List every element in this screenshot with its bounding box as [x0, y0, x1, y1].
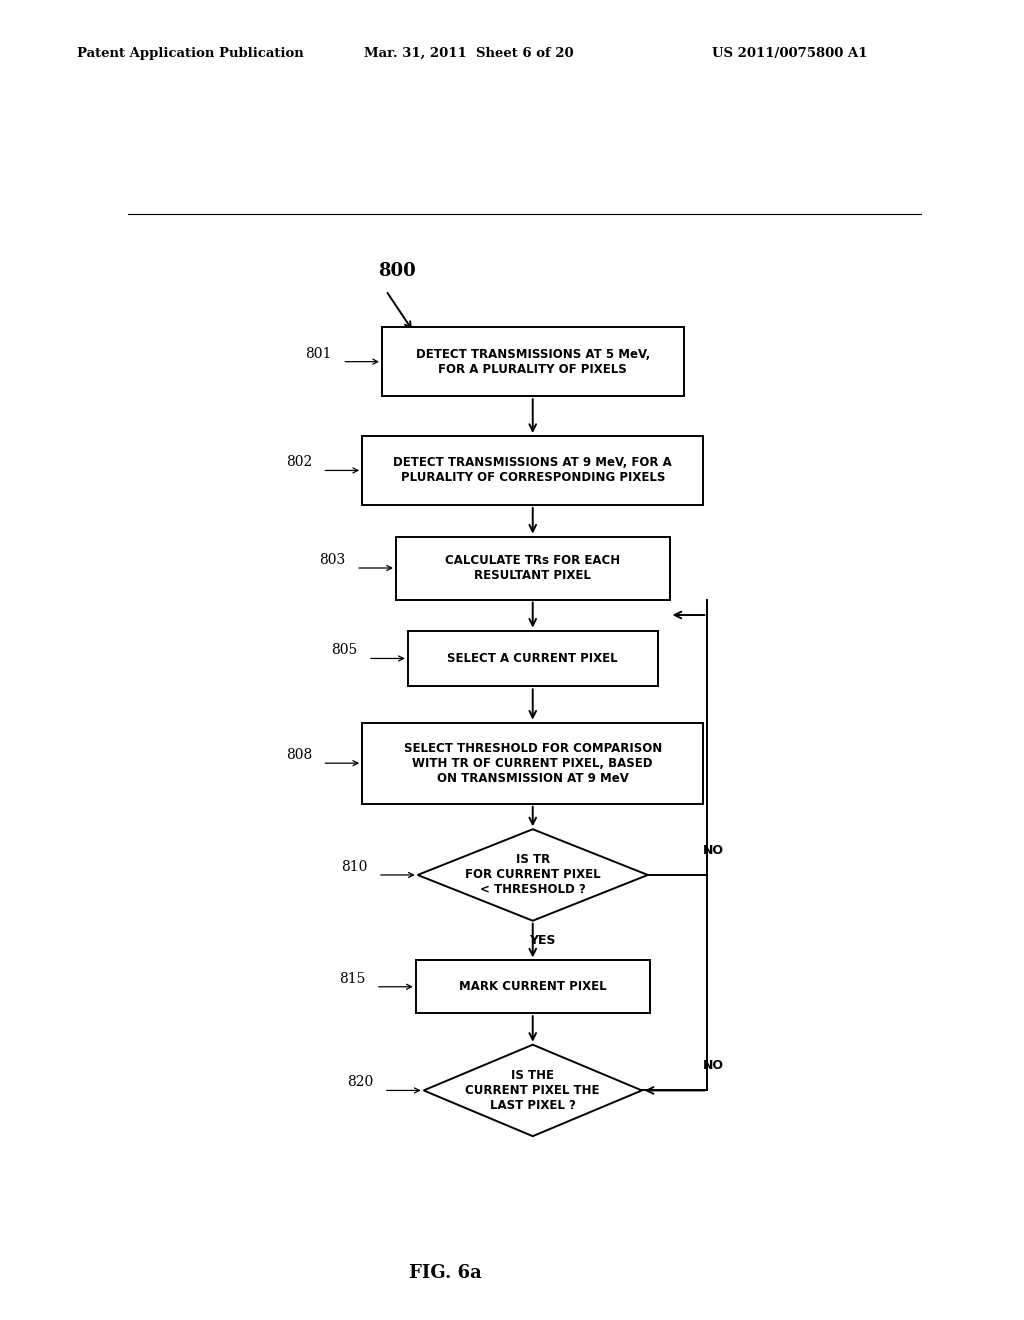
FancyBboxPatch shape [362, 722, 703, 804]
Text: 802: 802 [286, 455, 312, 470]
FancyBboxPatch shape [362, 436, 703, 506]
Text: DETECT TRANSMISSIONS AT 5 MeV,
FOR A PLURALITY OF PIXELS: DETECT TRANSMISSIONS AT 5 MeV, FOR A PLU… [416, 347, 650, 376]
Text: NO: NO [703, 1059, 724, 1072]
Text: SELECT THRESHOLD FOR COMPARISON
WITH TR OF CURRENT PIXEL, BASED
ON TRANSMISSION : SELECT THRESHOLD FOR COMPARISON WITH TR … [403, 742, 662, 784]
FancyBboxPatch shape [396, 536, 670, 599]
Text: 800: 800 [378, 263, 416, 280]
Text: IS TR
FOR CURRENT PIXEL
< THRESHOLD ?: IS TR FOR CURRENT PIXEL < THRESHOLD ? [465, 854, 600, 896]
Text: 803: 803 [319, 553, 346, 566]
Text: 815: 815 [339, 972, 366, 986]
Text: MARK CURRENT PIXEL: MARK CURRENT PIXEL [459, 981, 606, 993]
FancyBboxPatch shape [408, 631, 657, 686]
Text: FIG. 6a: FIG. 6a [409, 1263, 482, 1282]
Text: NO: NO [703, 843, 724, 857]
Text: 805: 805 [332, 643, 357, 657]
Text: 820: 820 [347, 1076, 374, 1089]
Text: SELECT A CURRENT PIXEL: SELECT A CURRENT PIXEL [447, 652, 618, 665]
Text: 810: 810 [341, 859, 368, 874]
Text: 801: 801 [305, 347, 332, 360]
Polygon shape [418, 829, 648, 921]
Text: IS THE
CURRENT PIXEL THE
LAST PIXEL ?: IS THE CURRENT PIXEL THE LAST PIXEL ? [466, 1069, 600, 1111]
Text: Mar. 31, 2011  Sheet 6 of 20: Mar. 31, 2011 Sheet 6 of 20 [364, 46, 573, 59]
Text: Patent Application Publication: Patent Application Publication [77, 46, 303, 59]
Text: 808: 808 [286, 748, 312, 762]
Polygon shape [424, 1044, 642, 1137]
Text: CALCULATE TRs FOR EACH
RESULTANT PIXEL: CALCULATE TRs FOR EACH RESULTANT PIXEL [445, 554, 621, 582]
Text: YES: YES [529, 935, 555, 946]
Text: DETECT TRANSMISSIONS AT 9 MeV, FOR A
PLURALITY OF CORRESPONDING PIXELS: DETECT TRANSMISSIONS AT 9 MeV, FOR A PLU… [393, 457, 672, 484]
FancyBboxPatch shape [382, 327, 684, 396]
Text: US 2011/0075800 A1: US 2011/0075800 A1 [712, 46, 867, 59]
FancyBboxPatch shape [416, 961, 650, 1014]
